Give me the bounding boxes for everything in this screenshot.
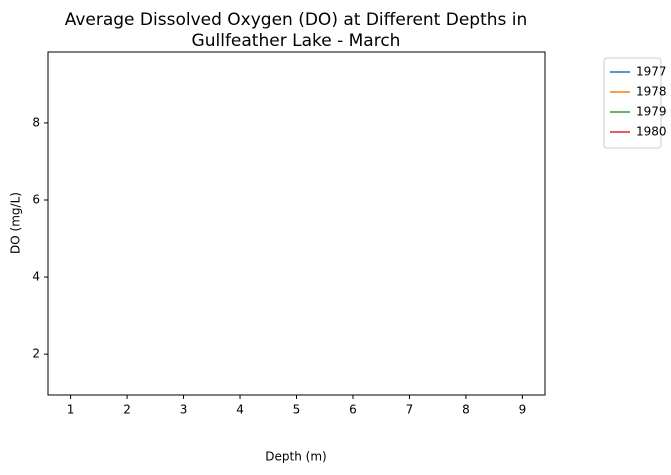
- chart-title: Average Dissolved Oxygen (DO) at Differe…: [65, 10, 528, 30]
- plot-area: [47, 51, 546, 396]
- x-tick-label: 2: [123, 403, 131, 417]
- y-axis-label: DO (mg/L): [9, 192, 23, 254]
- legend-label: 1977: [636, 65, 667, 79]
- y-tick-label: 8: [32, 115, 40, 129]
- chart-title: Gullfeather Lake - March: [192, 31, 401, 51]
- x-tick-label: 6: [349, 403, 357, 417]
- legend-label: 1980: [636, 125, 667, 139]
- y-tick-label: 6: [32, 192, 40, 206]
- x-tick-label: 5: [293, 403, 301, 417]
- legend-box: [603, 57, 662, 149]
- x-axis-label: Depth (m): [265, 450, 326, 464]
- y-tick-label: 4: [32, 270, 40, 284]
- x-tick-label: 3: [180, 403, 188, 417]
- y-tick-label: 2: [32, 347, 40, 361]
- x-tick-label: 4: [236, 403, 244, 417]
- legend-label: 1979: [636, 105, 667, 119]
- x-tick-label: 1: [67, 403, 75, 417]
- x-tick-label: 9: [519, 403, 527, 417]
- x-tick-label: 8: [462, 403, 470, 417]
- legend-label: 1978: [636, 85, 667, 99]
- x-tick-label: 7: [406, 403, 414, 417]
